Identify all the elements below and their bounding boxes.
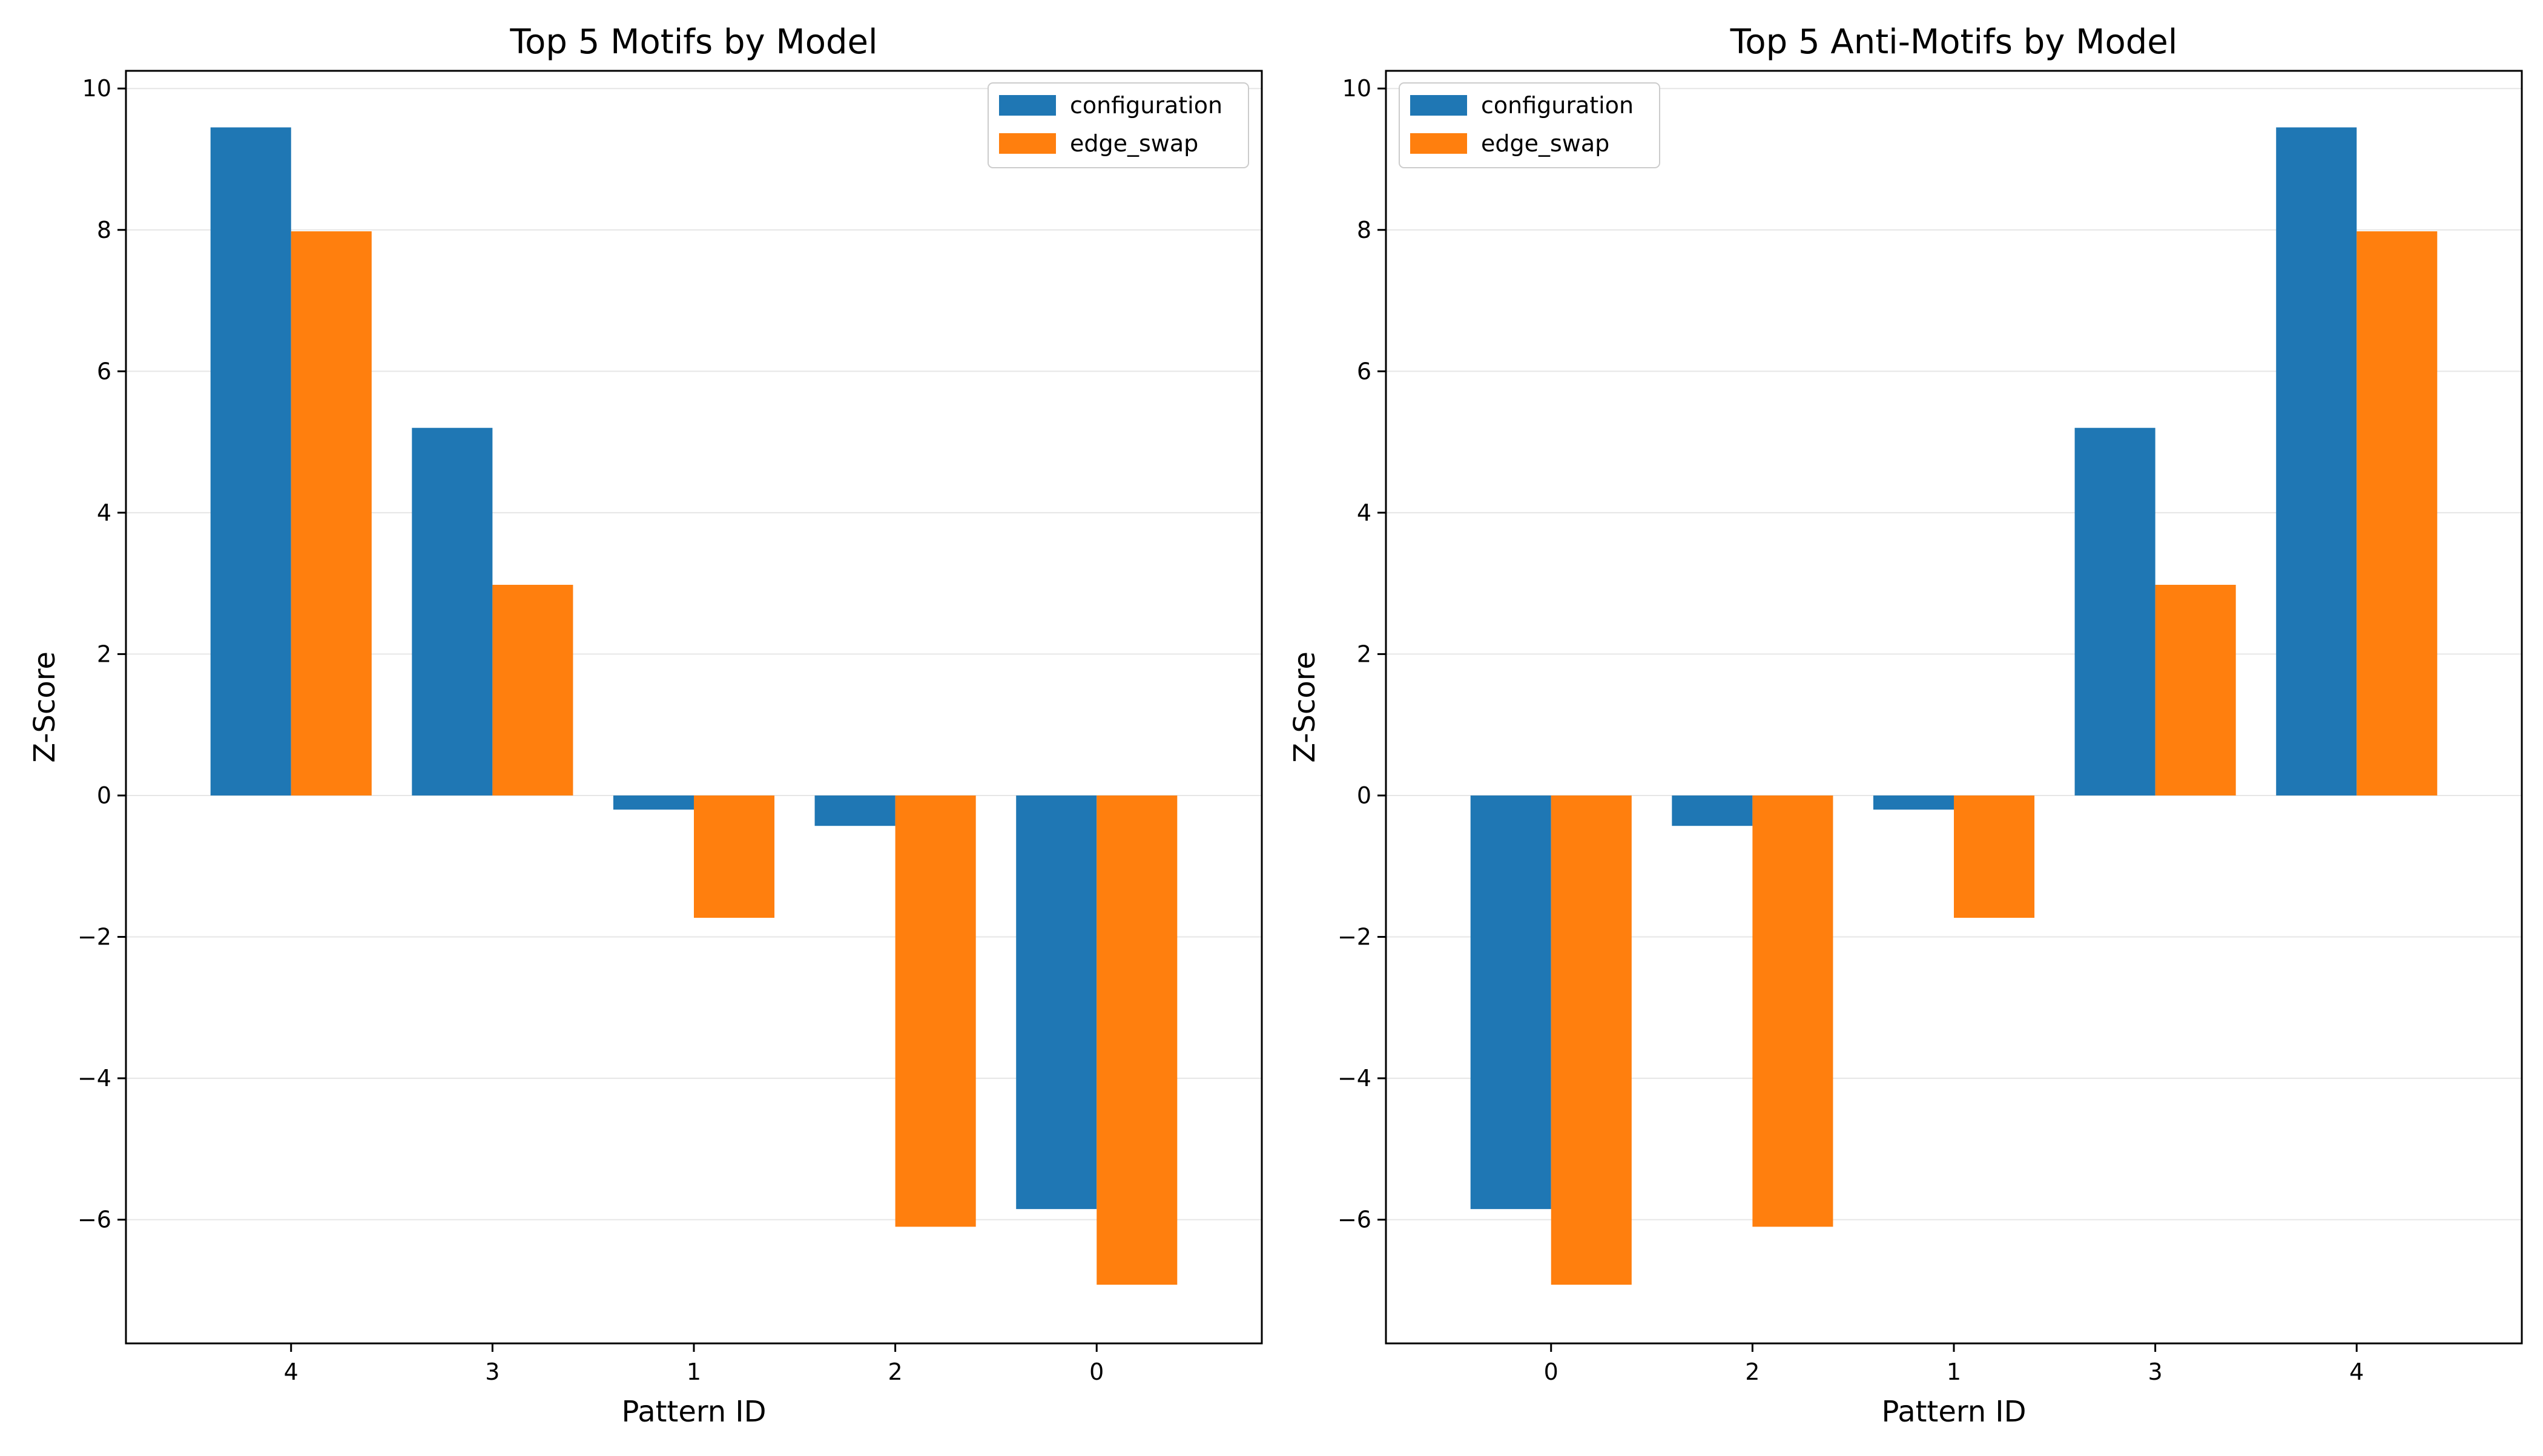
x-tick-label: 3 bbox=[2148, 1359, 2163, 1385]
chart-panel-2: −6 −4 −2 0 2 4 6 8 10 0 2 1 3 4 Top 5 Anti-Motifs by M… bbox=[1288, 22, 2523, 1429]
y-tick-label: −6 bbox=[78, 1207, 111, 1233]
legend-label-configuration: configuration bbox=[1070, 92, 1222, 119]
y-tick-label: 2 bbox=[97, 641, 111, 667]
x-tick-label: 1 bbox=[687, 1359, 701, 1385]
bar-edge-swap-4 bbox=[291, 231, 372, 796]
y-tick-label: 10 bbox=[82, 75, 111, 102]
x-tick-label: 1 bbox=[1947, 1359, 1961, 1385]
y-axis-label: Z-Score bbox=[1288, 651, 1322, 763]
bar-configuration-0 bbox=[1016, 795, 1097, 1210]
legend-label-edge-swap: edge_swap bbox=[1481, 130, 1609, 157]
legend-swatch-configuration bbox=[1410, 95, 1467, 116]
y-tick-label: 10 bbox=[1342, 75, 1371, 102]
y-tick-label: 2 bbox=[1357, 641, 1371, 667]
chart-title: Top 5 Anti-Motifs by Model bbox=[1730, 22, 2178, 62]
legend-swatch-edge-swap bbox=[999, 133, 1056, 154]
bar-configuration-4 bbox=[210, 127, 291, 796]
y-tick-label: 4 bbox=[97, 499, 111, 526]
y-tick-label: 8 bbox=[1357, 217, 1371, 243]
bar-configuration-1 bbox=[613, 795, 694, 810]
legend-swatch-edge-swap bbox=[1410, 133, 1467, 154]
chart-title: Top 5 Motifs by Model bbox=[509, 22, 877, 62]
bar-edge-swap-4 bbox=[2357, 231, 2438, 796]
bar-edge-swap-3 bbox=[2155, 584, 2236, 796]
bar-edge-swap-0 bbox=[1097, 795, 1178, 1285]
chart-panel-1: −6 −4 −2 0 2 4 6 8 10 4 3 1 2 0 Top 5 Motifs by Model P… bbox=[28, 22, 1263, 1429]
bar-configuration-2 bbox=[814, 795, 895, 826]
x-tick-label: 2 bbox=[1745, 1359, 1760, 1385]
y-tick-label: −2 bbox=[1337, 924, 1371, 950]
x-axis-label: Pattern ID bbox=[1881, 1395, 2026, 1429]
y-tick-label: −4 bbox=[1337, 1065, 1371, 1092]
y-tick-label: 8 bbox=[97, 217, 111, 243]
y-tick-label: −4 bbox=[78, 1065, 111, 1092]
x-tick-label: 2 bbox=[888, 1359, 903, 1385]
bar-configuration-1 bbox=[1873, 795, 1954, 810]
y-tick-label: 6 bbox=[97, 358, 111, 384]
bar-edge-swap-1 bbox=[694, 795, 775, 918]
legend-swatch-configuration bbox=[999, 95, 1056, 116]
bar-edge-swap-2 bbox=[1752, 795, 1833, 1227]
legend-label-configuration: configuration bbox=[1481, 92, 1634, 119]
x-tick-label: 3 bbox=[485, 1359, 500, 1385]
y-tick-label: 4 bbox=[1357, 499, 1371, 526]
x-tick-label: 4 bbox=[2349, 1359, 2364, 1385]
bar-configuration-3 bbox=[2074, 427, 2155, 796]
x-tick-label: 4 bbox=[284, 1359, 298, 1385]
bar-configuration-0 bbox=[1470, 795, 1551, 1210]
y-tick-label: −6 bbox=[1337, 1207, 1371, 1233]
bar-configuration-4 bbox=[2276, 127, 2357, 796]
x-tick-label: 0 bbox=[1089, 1359, 1104, 1385]
x-tick-label: 0 bbox=[1544, 1359, 1558, 1385]
bar-configuration-3 bbox=[412, 427, 493, 796]
legend: configuration edge_swap bbox=[1399, 82, 1660, 168]
y-tick-label: 6 bbox=[1357, 358, 1371, 384]
bar-edge-swap-1 bbox=[1954, 795, 2035, 918]
bar-edge-swap-0 bbox=[1551, 795, 1632, 1285]
bar-edge-swap-3 bbox=[492, 584, 573, 796]
y-tick-label: 0 bbox=[1357, 782, 1371, 809]
bar-configuration-2 bbox=[1672, 795, 1753, 826]
y-tick-label: 0 bbox=[97, 782, 111, 809]
x-axis-label: Pattern ID bbox=[621, 1395, 766, 1429]
y-axis-label: Z-Score bbox=[28, 651, 62, 763]
legend: configuration edge_swap bbox=[988, 82, 1249, 168]
y-tick-label: −2 bbox=[78, 924, 111, 950]
legend-label-edge-swap: edge_swap bbox=[1070, 130, 1198, 157]
bar-edge-swap-2 bbox=[895, 795, 976, 1227]
